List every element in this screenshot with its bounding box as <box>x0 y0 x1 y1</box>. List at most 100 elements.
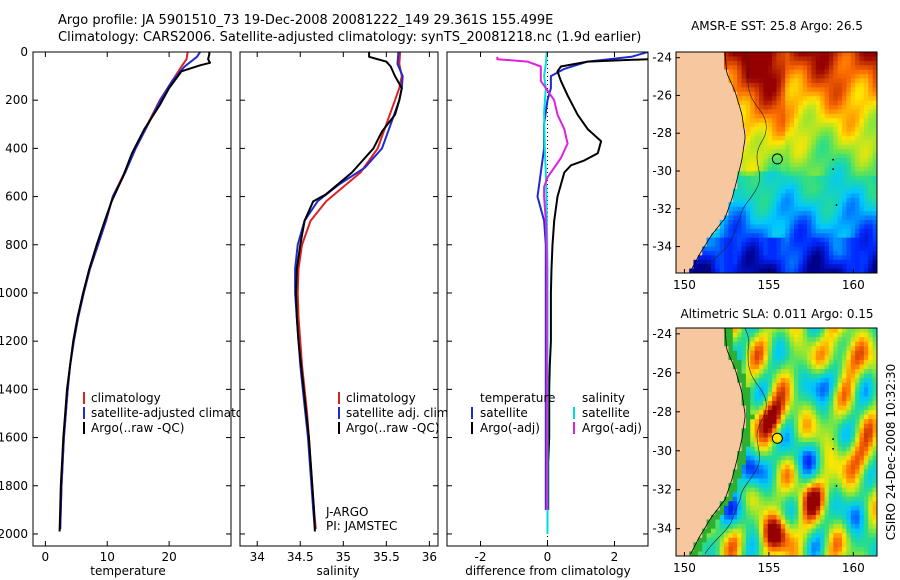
map-cell <box>763 533 769 539</box>
map-cell <box>776 180 782 186</box>
map-cell <box>798 105 804 111</box>
map-cell <box>702 74 708 80</box>
map-cell <box>684 359 690 366</box>
map-cell <box>702 118 708 124</box>
map-cell <box>837 242 843 248</box>
map-cell <box>702 378 708 384</box>
map-cell <box>868 410 874 416</box>
map-cell <box>850 528 856 534</box>
map-cell <box>807 127 813 133</box>
map-cell <box>767 391 773 397</box>
map-cell <box>715 122 721 128</box>
map-cell <box>780 202 786 208</box>
map-cell <box>697 501 703 507</box>
map-cell <box>837 391 843 397</box>
map-cell <box>719 428 725 434</box>
map-cell <box>772 197 778 203</box>
map-cell <box>724 432 730 439</box>
map-cell <box>741 451 747 457</box>
map-cell <box>697 332 703 338</box>
map-cell <box>872 224 877 230</box>
map-cell <box>837 382 843 388</box>
map-cell <box>820 442 826 448</box>
map-cell <box>798 546 804 553</box>
map-cell <box>807 382 813 388</box>
map-cell <box>776 131 782 137</box>
map-cell <box>793 346 799 352</box>
sal-xtick-label: 35.5 <box>373 550 400 564</box>
map-cell <box>780 60 786 66</box>
map-cell <box>833 56 839 62</box>
map-cell <box>824 533 830 539</box>
map-cell <box>850 184 856 190</box>
map-cell <box>745 410 751 416</box>
map-cell <box>785 259 791 265</box>
map-cell <box>776 166 782 172</box>
map-cell <box>789 501 795 507</box>
map-cell <box>872 144 877 150</box>
map-cell <box>793 364 799 370</box>
map-cell <box>684 246 690 252</box>
map-cell <box>702 414 708 420</box>
map-cell <box>732 533 738 539</box>
map-cell <box>789 118 795 124</box>
map-cell <box>737 551 743 556</box>
map-cell <box>759 122 764 128</box>
map-cell <box>833 69 839 75</box>
map-cell <box>855 501 861 507</box>
map-cell <box>846 514 852 521</box>
map-cell <box>776 242 782 248</box>
map-cell <box>855 91 861 97</box>
map-cell <box>741 166 747 172</box>
map-cell <box>872 250 877 256</box>
map-cell <box>859 237 865 243</box>
map-cell <box>772 250 778 256</box>
map-cell <box>719 140 725 146</box>
map-cell <box>763 74 769 80</box>
map-cell <box>724 546 730 553</box>
map-cell <box>745 505 751 511</box>
map-cell <box>833 175 839 181</box>
map-cell <box>680 135 686 141</box>
map-cell <box>719 65 725 71</box>
map-cell <box>745 533 751 539</box>
map-cell <box>728 373 734 379</box>
map-cell <box>802 100 808 106</box>
map-cell <box>807 373 813 379</box>
map-cell <box>811 551 817 556</box>
map-cell <box>684 113 690 119</box>
map-cell <box>772 364 778 370</box>
map-cell <box>833 346 839 352</box>
map-cell <box>710 140 716 146</box>
map-cell <box>724 184 730 190</box>
map-cell <box>824 505 830 511</box>
map-cell <box>772 537 778 543</box>
map-cell <box>737 469 743 475</box>
map-cell <box>754 451 760 457</box>
map-cell <box>737 546 743 553</box>
map-cell <box>863 78 869 84</box>
map-cell <box>772 184 778 190</box>
map-cell <box>789 341 795 347</box>
map-cell <box>789 171 795 177</box>
map-cell <box>855 423 861 429</box>
map-cell <box>798 519 804 525</box>
map-cell <box>793 369 799 375</box>
map-cell <box>710 469 716 475</box>
map-cell <box>680 364 686 370</box>
map-cell <box>863 175 869 181</box>
map-cell <box>680 369 686 375</box>
map-cell <box>759 355 764 361</box>
map-cell <box>780 533 786 539</box>
map-cell <box>807 246 813 252</box>
map-cell <box>710 246 716 252</box>
map-cell <box>846 483 852 489</box>
map-cell <box>763 537 769 543</box>
map-cell <box>676 131 681 137</box>
map-cell <box>828 118 834 124</box>
map-cell <box>811 373 817 379</box>
map-cell <box>789 233 795 239</box>
map-cell <box>684 122 690 128</box>
map-cell <box>741 224 747 230</box>
map-cell <box>689 446 695 452</box>
